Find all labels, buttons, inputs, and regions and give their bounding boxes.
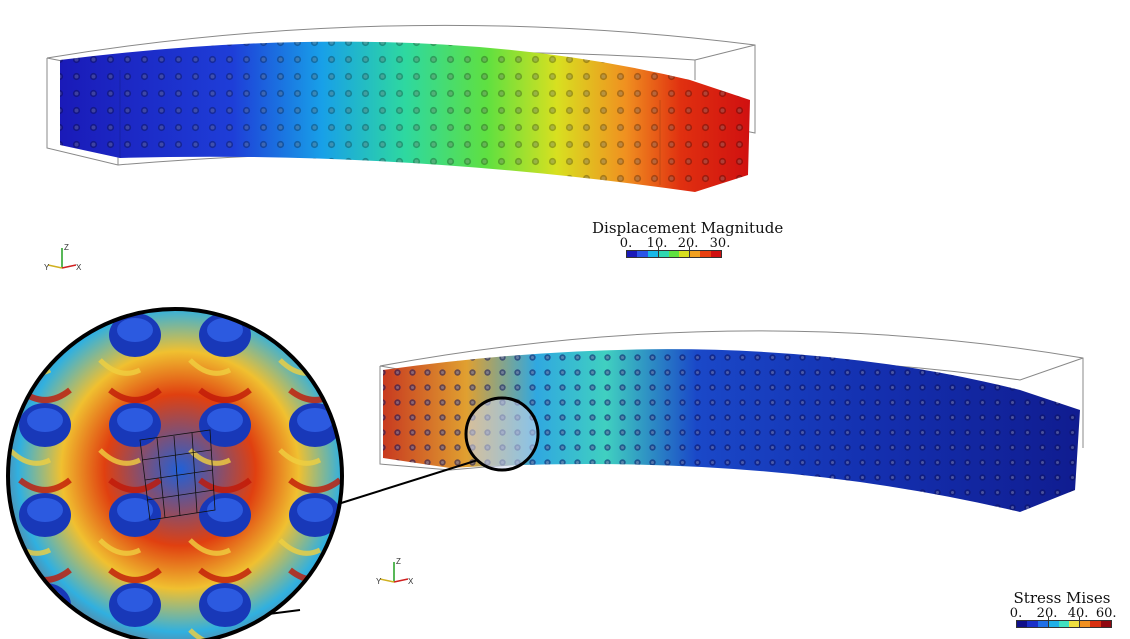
colorbar-swatch: [1079, 621, 1091, 627]
colorbar-swatch: [658, 251, 669, 257]
legend-tick-label: 20.: [677, 236, 699, 251]
colorbar-swatch: [700, 251, 711, 257]
displacement-legend-ticks: 0. 10. 20. 30.: [620, 236, 731, 251]
axis-x-label: X: [76, 263, 82, 272]
colorbar-swatch: [1058, 621, 1070, 627]
colorbar-swatch: [679, 251, 690, 257]
displacement-beam: [60, 41, 750, 192]
magnifier-lens: [464, 396, 540, 472]
legend-tick-label: 20.: [1036, 606, 1058, 621]
colorbar-swatch: [647, 251, 659, 257]
displacement-panel: Z Y X Displacement Magnitude 0. 10. 20. …: [0, 0, 1130, 290]
axis-y-label: Y: [376, 577, 382, 586]
zoom-mesh-grid: [139, 429, 216, 521]
colorbar-swatch: [1090, 621, 1101, 627]
colorbar-swatch: [637, 251, 648, 257]
stress-colorbar: [1016, 617, 1112, 628]
colorbar-swatch: [1037, 621, 1049, 627]
stress-panel: Z Y X Stress Mises 0. 20. 40. 60.: [0, 290, 1130, 639]
legend-tick-label: 0.: [619, 236, 633, 251]
zoom-detail: [8, 309, 342, 639]
colorbar-swatch: [627, 251, 638, 257]
axes-triad-bottom: Z Y X: [376, 557, 414, 586]
legend-tick-label: 0.: [1009, 606, 1023, 621]
displacement-render: [46, 24, 756, 192]
displacement-colorbar: [626, 247, 722, 258]
legend-tick-label: 30.: [709, 236, 731, 251]
legend-tick-label: 10.: [646, 236, 668, 251]
colorbar-swatch: [1100, 621, 1111, 627]
colorbar-swatch: [668, 251, 680, 257]
legend-tick-label: 40.: [1067, 606, 1089, 621]
stress-beam: [383, 349, 1080, 512]
axes-triad-top: Z Y X: [44, 243, 82, 272]
displacement-legend: Displacement Magnitude 0. 10. 20. 30.: [592, 219, 784, 258]
colorbar-swatch: [710, 251, 721, 257]
axis-x-label: X: [408, 577, 414, 586]
stress-render: [6, 307, 1084, 639]
axis-y-label: Y: [44, 263, 50, 272]
axis-z-label: Z: [64, 243, 69, 252]
axis-z-label: Z: [396, 557, 401, 566]
colorbar-swatch: [1027, 621, 1038, 627]
colorbar-swatch: [689, 251, 701, 257]
zoom-circle-border: [6, 307, 344, 639]
colorbar-swatch: [1017, 621, 1028, 627]
stress-legend-ticks: 0. 20. 40. 60.: [1010, 606, 1117, 621]
stress-legend: Stress Mises 0. 20. 40. 60.: [996, 590, 1128, 628]
colorbar-swatch: [1069, 621, 1080, 627]
displacement-legend-title: Displacement Magnitude: [592, 219, 784, 237]
stress-legend-title: Stress Mises: [1013, 589, 1111, 607]
colorbar-swatch: [1048, 621, 1059, 627]
legend-tick-label: 60.: [1095, 606, 1117, 621]
